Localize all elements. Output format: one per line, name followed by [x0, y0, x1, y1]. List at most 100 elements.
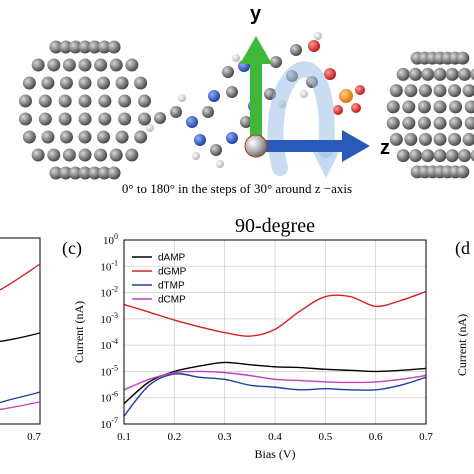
cage-right-atom: [449, 116, 463, 130]
cage-right-atom: [470, 68, 474, 81]
molecule-atom: [194, 134, 206, 146]
cage-left-atom: [88, 166, 102, 180]
molecule-atom: [154, 112, 166, 124]
x-axis-label: Bias (V): [255, 447, 296, 461]
y-tick-label: 10-1: [100, 258, 118, 273]
molecule-atom: [232, 54, 240, 62]
series-line-dtmp: [123, 373, 427, 417]
molecule-atom: [324, 68, 336, 80]
cage-left-atom: [78, 130, 92, 144]
cage-left-atom: [31, 58, 45, 72]
cage-left-atom: [59, 76, 73, 90]
cage-left-atom: [58, 94, 72, 108]
y-tick-label: 10-3: [100, 311, 118, 326]
molecule-atom: [222, 66, 234, 78]
molecule-atom: [300, 90, 308, 98]
cage-left-atom: [115, 76, 129, 90]
molecule-atom: [226, 132, 238, 144]
cage-left-atom: [134, 76, 148, 90]
y-axis-label: Current (nA): [72, 301, 86, 363]
cage-right-atom: [402, 100, 416, 114]
cage-left-atom: [115, 130, 129, 144]
legend-label-dcmp: dCMP: [158, 295, 186, 306]
z-axis-letter: z: [380, 137, 390, 159]
molecule-atom: [270, 56, 282, 68]
cage-left-atom: [68, 166, 82, 180]
cage-right-atom: [433, 100, 447, 114]
panel-label-c: (c): [62, 238, 82, 259]
cage-left-atom: [47, 58, 61, 72]
y-tick-label: 10-5: [100, 363, 118, 378]
cage-left-atom: [41, 130, 55, 144]
cage-left-atom: [118, 112, 132, 126]
cage-right-atom: [458, 149, 472, 163]
cage-right-atom: [386, 116, 400, 130]
molecule-atom: [186, 116, 198, 128]
cage-left-atom: [18, 94, 32, 108]
cage-right-atom: [389, 84, 403, 98]
rotation-arrow-head: [312, 150, 340, 178]
cage-right-atom: [417, 100, 431, 114]
molecule-atom: [216, 160, 224, 168]
molecule-atom: [178, 94, 186, 102]
y-tick-label: 10-2: [100, 285, 118, 300]
carbon-cage-left: [18, 40, 152, 180]
cage-left-atom: [138, 94, 152, 108]
cage-left-atom: [134, 130, 148, 144]
y-tick-labels: 10-7 10-6 10-5 10-4 10-3 10-2 10-1 100: [100, 232, 118, 431]
cage-left-atom: [97, 40, 111, 54]
center-panel: (c) 90-degree 0.1 0.2 0.3 0.4 0.5 0.6 0.7 10-7…: [62, 215, 433, 461]
cage-left-atom: [41, 76, 55, 90]
cage-right-atom: [418, 132, 432, 146]
cage-right-atom: [464, 100, 474, 114]
cage-right-atom: [448, 132, 462, 146]
z-axis-arrow-head: [342, 130, 370, 162]
cage-right-atom: [402, 116, 416, 130]
cage-left-atom: [78, 94, 92, 108]
cage-left-atom: [47, 148, 61, 162]
cage-left-atom: [118, 94, 132, 108]
cage-right-atom: [449, 100, 463, 114]
cage-right-atom: [408, 149, 422, 163]
legend-label-dtmp: dTMP: [158, 281, 185, 292]
left-panel-blue-curve: [0, 391, 41, 404]
x-tick-label: 0.4: [268, 431, 282, 443]
cage-left-atom: [138, 112, 152, 126]
x-tick-label: 0.1: [117, 431, 131, 443]
cage-left-atom: [98, 112, 112, 126]
molecule-atom: [146, 124, 154, 132]
y-axis-arrow-head: [240, 36, 272, 64]
cage-right-atom: [386, 100, 400, 114]
molecule-atom: [355, 85, 365, 95]
z-axis-arrow-shaft: [262, 140, 344, 152]
cage-right-atom: [396, 67, 410, 81]
cage-left-atom: [109, 148, 123, 162]
x-tick-label: 0.6: [369, 431, 383, 443]
cage-left-atom: [97, 130, 111, 144]
cage-right-atom: [462, 84, 474, 98]
carbon-cage-right: [386, 51, 474, 179]
origin-sphere: [244, 134, 268, 158]
cage-right-atom: [404, 84, 418, 98]
cage-right-atom: [433, 67, 447, 81]
molecule-atom: [314, 32, 322, 40]
series-line-dcmp: [123, 370, 427, 391]
x-tick-label: 0.7: [419, 431, 433, 443]
x-tick-label: 0.2: [167, 431, 181, 443]
legend: dAMP dGMP dTMP dCMP: [132, 253, 187, 306]
cage-left-atom: [97, 166, 111, 180]
cage-right-atom: [404, 132, 418, 146]
left-panel-black-curve: [0, 332, 41, 343]
cage-left-atom: [78, 40, 92, 54]
cage-right-atom: [456, 51, 470, 65]
cage-left-atom: [107, 166, 121, 180]
cage-left-atom: [94, 58, 108, 72]
cage-left-atom: [97, 76, 111, 90]
left-panel-x-tick: 0.7: [27, 431, 41, 443]
molecule-atom: [351, 103, 361, 113]
cage-left-atom: [49, 40, 63, 54]
right-panel-y-label: Current (nA): [455, 314, 469, 376]
y-axis-letter: y: [250, 3, 262, 25]
cage-left-atom: [59, 130, 73, 144]
